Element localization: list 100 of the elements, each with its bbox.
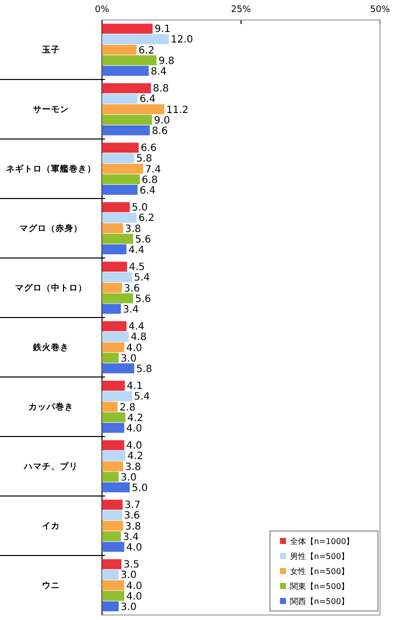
bar bbox=[102, 422, 124, 433]
data-label: 3.8 bbox=[125, 462, 142, 473]
legend-label: 男性【n=500】 bbox=[290, 552, 350, 561]
data-label: 3.0 bbox=[120, 472, 137, 484]
bar bbox=[102, 342, 124, 352]
bar bbox=[102, 272, 132, 282]
y-tick-label: カッパ巻き bbox=[28, 402, 74, 413]
data-label: 6.4 bbox=[140, 94, 156, 106]
bar bbox=[102, 24, 153, 34]
data-label: 9.1 bbox=[154, 24, 170, 36]
bar bbox=[102, 391, 132, 402]
data-label: 5.8 bbox=[136, 154, 152, 165]
data-label: 4.4 bbox=[128, 322, 144, 333]
data-label: 6.2 bbox=[138, 213, 154, 224]
bar bbox=[102, 590, 124, 601]
data-label: 9.0 bbox=[154, 115, 170, 126]
bar bbox=[102, 142, 139, 153]
bar bbox=[102, 580, 124, 590]
data-label: 5.6 bbox=[135, 234, 152, 246]
data-label: 4.4 bbox=[128, 244, 144, 256]
bar bbox=[102, 282, 122, 293]
data-label: 6.2 bbox=[138, 45, 154, 56]
legend-label: 全体【n=1000】 bbox=[290, 536, 354, 546]
bar bbox=[102, 412, 126, 422]
data-label: 5.6 bbox=[135, 294, 152, 305]
data-label: 4.0 bbox=[126, 423, 142, 434]
bar bbox=[102, 570, 119, 580]
bar bbox=[102, 542, 124, 552]
bar bbox=[102, 83, 151, 94]
data-label: 3.4 bbox=[122, 304, 139, 316]
data-label: 8.8 bbox=[152, 84, 169, 95]
data-label: 5.0 bbox=[132, 202, 148, 214]
data-label: 8.6 bbox=[152, 126, 168, 137]
bar bbox=[102, 164, 144, 174]
data-label: 4.0 bbox=[126, 342, 142, 354]
bar bbox=[102, 244, 126, 254]
legend-label: 関東【n=500】 bbox=[290, 582, 350, 591]
data-label: 5.8 bbox=[136, 364, 152, 375]
data-label: 3.7 bbox=[124, 500, 140, 512]
legend-label: 女性【n=500】 bbox=[290, 566, 350, 576]
bar bbox=[102, 520, 124, 531]
data-label: 5.4 bbox=[134, 272, 150, 284]
data-label: 3.0 bbox=[120, 570, 137, 582]
x-tick-label: 50% bbox=[370, 5, 390, 15]
data-label: 6.4 bbox=[140, 185, 156, 196]
bar bbox=[102, 234, 134, 244]
data-label: 3.4 bbox=[122, 532, 139, 543]
data-label: 3.6 bbox=[124, 283, 140, 294]
data-label: 8.4 bbox=[150, 66, 167, 78]
data-label: 3.0 bbox=[120, 602, 137, 613]
data-label: 4.0 bbox=[126, 440, 142, 452]
bar bbox=[102, 450, 126, 461]
y-tick-label: ハマチ、ブリ bbox=[23, 461, 78, 472]
bar bbox=[102, 184, 138, 195]
y-tick-label: マグロ（赤身） bbox=[20, 223, 82, 234]
data-label: 3.8 bbox=[125, 521, 142, 532]
y-tick-label: マグロ（中トロ） bbox=[15, 282, 87, 294]
bar bbox=[102, 125, 150, 136]
y-tick-label: ウニ bbox=[42, 581, 60, 592]
bar bbox=[102, 34, 169, 44]
bar bbox=[102, 601, 119, 612]
y-tick-label: イカ bbox=[42, 522, 60, 532]
bar bbox=[102, 202, 130, 212]
data-label: 4.1 bbox=[126, 381, 143, 392]
data-label: 6.6 bbox=[140, 143, 157, 154]
data-label: 12.0 bbox=[170, 34, 193, 46]
data-label: 4.8 bbox=[130, 332, 147, 344]
data-label: 4.2 bbox=[127, 451, 144, 462]
data-label: 4.0 bbox=[126, 542, 142, 554]
bar bbox=[102, 66, 149, 76]
bar bbox=[102, 402, 118, 412]
bar bbox=[102, 321, 126, 332]
bar bbox=[102, 212, 136, 223]
bar bbox=[102, 531, 121, 542]
bar bbox=[102, 104, 164, 114]
data-label: 2.8 bbox=[120, 402, 136, 414]
x-tick-label: 25% bbox=[230, 5, 252, 15]
data-label: 5.4 bbox=[134, 392, 150, 403]
y-tick-label: サーモン bbox=[33, 105, 69, 116]
data-label: 4.5 bbox=[129, 262, 145, 274]
bar bbox=[102, 174, 140, 184]
bar bbox=[102, 482, 130, 492]
data-label: 11.2 bbox=[166, 104, 189, 116]
bar bbox=[102, 461, 124, 472]
y-tick-label: 玉子 bbox=[41, 44, 60, 56]
y-tick-label: ネギトロ（軍艦巻き） bbox=[6, 164, 96, 175]
bar bbox=[102, 510, 122, 520]
data-label: 3.6 bbox=[124, 510, 140, 522]
data-label: 5.0 bbox=[132, 482, 148, 494]
bar bbox=[102, 114, 152, 125]
bar bbox=[102, 44, 136, 55]
bar bbox=[102, 559, 122, 570]
data-label: 3.5 bbox=[123, 560, 140, 571]
bar bbox=[102, 380, 125, 391]
data-label: 6.8 bbox=[142, 174, 158, 186]
bar bbox=[102, 153, 134, 164]
data-label: 9.8 bbox=[158, 56, 174, 67]
bar bbox=[102, 293, 134, 304]
bar bbox=[102, 55, 156, 66]
y-tick-label: 鉄火巻き bbox=[32, 342, 69, 354]
